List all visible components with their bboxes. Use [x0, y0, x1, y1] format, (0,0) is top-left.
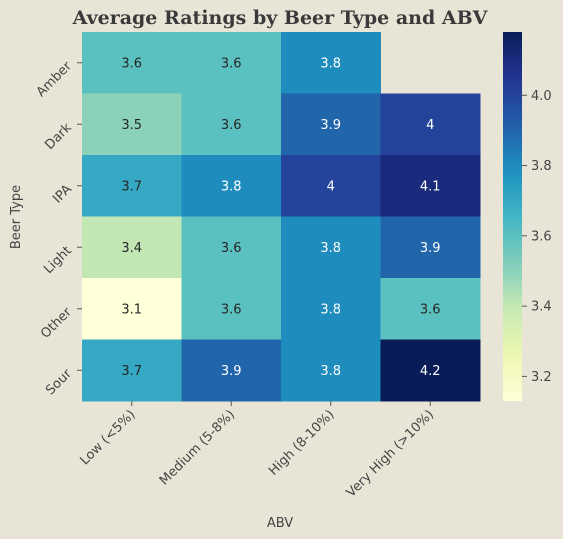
colorbar-tick-label: 3.4 — [531, 300, 552, 315]
y-tick-label-light: Light — [41, 243, 75, 277]
cell-label-other-medium-5-8: 3.6 — [221, 302, 242, 317]
cell-label-dark-medium-5-8: 3.6 — [221, 118, 242, 133]
colorbar-gradient — [503, 32, 522, 401]
cell-other-high-8-10 — [281, 278, 381, 340]
chart-title: Average Ratings by Beer Type and ABV — [72, 7, 489, 29]
cell-other-medium-5-8 — [181, 278, 282, 340]
cell-label-light-low-5: 3.4 — [121, 241, 142, 256]
cell-sour-very-high-10 — [380, 339, 481, 402]
cell-label-light-medium-5-8: 3.6 — [221, 241, 242, 256]
cell-light-high-8-10 — [281, 216, 381, 279]
colorbar: 3.2 3.4 3.6 3.8 4.0 — [503, 32, 552, 401]
y-tick-label-dark: Dark — [42, 120, 75, 153]
cell-dark-very-high-10 — [380, 93, 481, 156]
cell-sour-high-8-10 — [281, 339, 381, 402]
cell-label-ipa-high-8-10: 4 — [327, 179, 335, 194]
cell-ipa-medium-5-8 — [181, 155, 282, 217]
cell-ipa-very-high-10 — [380, 155, 481, 217]
y-tick-label-other: Other — [38, 305, 75, 342]
y-tick-label-amber: Amber — [34, 59, 76, 101]
cell-amber-high-8-10 — [281, 32, 381, 94]
y-axis-label: Beer Type — [9, 185, 24, 249]
colorbar-tick-label: 3.6 — [531, 229, 552, 244]
cell-light-low-5 — [82, 216, 182, 279]
cell-label-sour-low-5: 3.7 — [121, 364, 142, 379]
cell-label-other-very-high-10: 3.6 — [420, 302, 441, 317]
cell-label-sour-very-high-10: 4.2 — [420, 364, 441, 379]
colorbar-tick-label: 3.2 — [531, 370, 552, 385]
x-tick-label-low-5: Low (<5%) — [77, 407, 138, 468]
cell-sour-medium-5-8 — [181, 339, 282, 402]
cell-label-sour-medium-5-8: 3.9 — [221, 364, 242, 379]
x-tick-label-medium-5-8: Medium (5-8%) — [157, 407, 238, 488]
cell-ipa-low-5 — [82, 155, 182, 217]
cell-label-ipa-low-5: 3.7 — [121, 179, 142, 194]
cell-other-very-high-10 — [380, 278, 481, 340]
cell-label-ipa-very-high-10: 4.1 — [420, 179, 441, 194]
cell-light-very-high-10 — [380, 216, 481, 279]
cell-label-light-very-high-10: 3.9 — [420, 241, 441, 256]
cell-label-ipa-medium-5-8: 3.8 — [221, 179, 242, 194]
cell-light-medium-5-8 — [181, 216, 282, 279]
x-tick-label-very-high-10: Very High (>10%) — [344, 407, 437, 500]
cell-label-sour-high-8-10: 3.8 — [320, 364, 341, 379]
x-tick-label-high-8-10: High (8-10%) — [266, 407, 337, 478]
y-tick-label-ipa: IPA — [50, 182, 75, 207]
cell-label-amber-low-5: 3.6 — [121, 56, 142, 71]
cell-sour-low-5 — [82, 339, 182, 402]
y-axis-ticks: Amber Dark IPA Light Other Sour — [34, 59, 82, 398]
cell-label-amber-high-8-10: 3.8 — [320, 56, 341, 71]
cell-label-amber-medium-5-8: 3.6 — [221, 56, 242, 71]
x-axis-ticks: Low (<5%) Medium (5-8%) High (8-10%) Very H… — [77, 401, 437, 501]
colorbar-tick-label: 4.0 — [531, 89, 552, 104]
cell-amber-low-5 — [82, 32, 182, 94]
cell-dark-low-5 — [82, 93, 182, 156]
heatmap-cells: 3.6 3.6 3.8 3.5 3.6 3.9 4 3.7 3.8 4 4.1 3.4 3.6 3.8 3.… — [82, 32, 481, 402]
cell-label-dark-very-high-10: 4 — [426, 118, 434, 133]
cell-label-dark-high-8-10: 3.9 — [320, 118, 341, 133]
y-tick-label-sour: Sour — [43, 366, 75, 398]
cell-other-low-5 — [82, 278, 182, 340]
cell-dark-high-8-10 — [281, 93, 381, 156]
cell-label-dark-low-5: 3.5 — [121, 118, 142, 133]
cell-amber-medium-5-8 — [181, 32, 282, 94]
x-axis-label: ABV — [267, 516, 293, 531]
cell-label-other-low-5: 3.1 — [121, 302, 142, 317]
cell-dark-medium-5-8 — [181, 93, 282, 156]
cell-label-light-high-8-10: 3.8 — [320, 241, 341, 256]
colorbar-tick-label: 3.8 — [531, 159, 552, 174]
cell-ipa-high-8-10 — [281, 155, 381, 217]
cell-label-other-high-8-10: 3.8 — [320, 302, 341, 317]
